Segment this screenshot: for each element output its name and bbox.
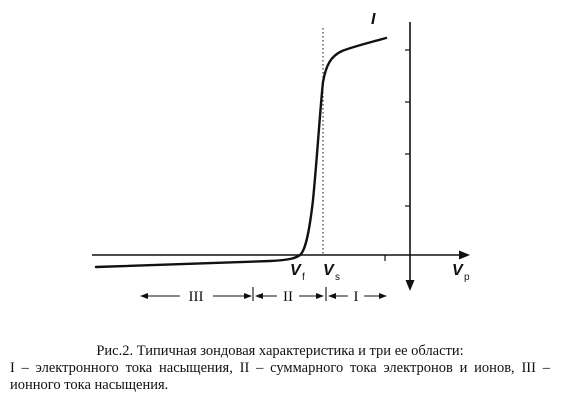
region-ii-arrowhead-left — [255, 293, 263, 299]
vf-label: V — [290, 262, 302, 279]
x-axis-arrow — [459, 250, 470, 260]
region-indicators: III II I — [140, 287, 387, 305]
caption-body: I – электронного тока насыщения, II – су… — [10, 360, 550, 393]
region-ii-label: II — [283, 289, 293, 305]
figure-caption: Рис.2. Типичная зондовая характеристика … — [10, 343, 550, 394]
vs-label-sub: s — [335, 272, 340, 283]
region-i-label: I — [354, 289, 359, 305]
region-i-arrowhead-right — [379, 293, 387, 299]
x-axis-label: V — [452, 262, 464, 279]
y-axis-label: I — [371, 11, 376, 28]
region-i-arrowhead-left — [328, 293, 336, 299]
region-iii-arrowhead-left — [140, 293, 148, 299]
y-axis-ticks — [405, 49, 410, 207]
vs-label: V — [323, 262, 335, 279]
region-iii-arrowhead-right — [244, 293, 252, 299]
region-iii-label: III — [189, 289, 204, 305]
region-ii-arrowhead-right — [316, 293, 324, 299]
vf-label-sub: f — [302, 272, 305, 283]
y-axis-arrow — [405, 280, 415, 291]
characteristic-curve — [94, 36, 388, 269]
caption-title: Рис.2. Типичная зондовая характеристика … — [96, 343, 464, 359]
x-axis-label-sub: p — [464, 272, 470, 283]
